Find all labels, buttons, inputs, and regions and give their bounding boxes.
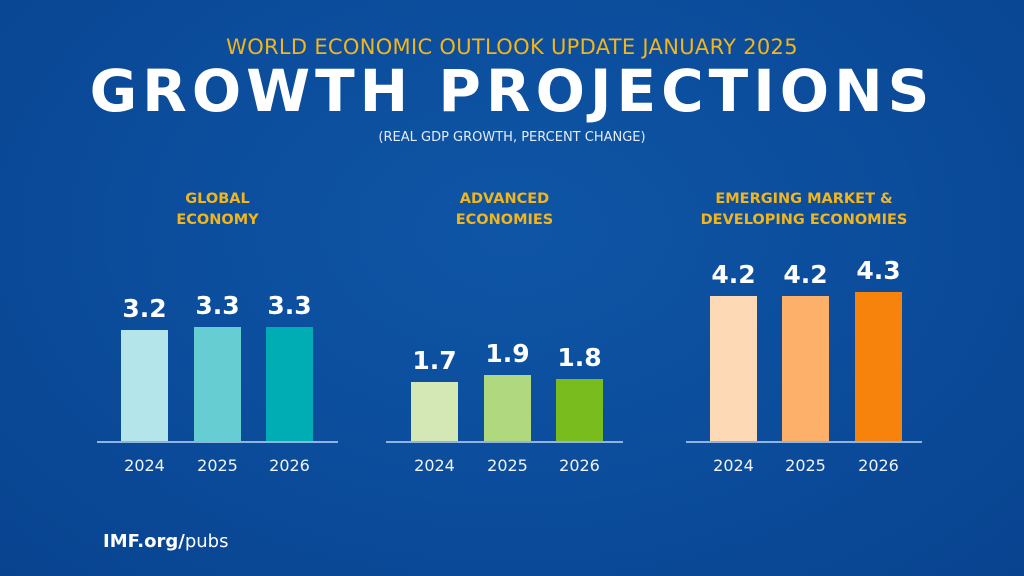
- x-tick-label: 2025: [785, 456, 826, 475]
- bar-2024: [121, 330, 168, 441]
- panel-title: EMERGING MARKET & DEVELOPING ECONOMIES: [674, 189, 934, 231]
- x-tick-label: 2025: [197, 456, 238, 475]
- bar-2024: [710, 295, 757, 441]
- x-tick-label: 2026: [269, 456, 310, 475]
- page-title: GROWTH PROJECTIONS: [89, 57, 935, 125]
- data-label: 4.3: [856, 256, 901, 286]
- footer-domain: IMF.org/: [103, 531, 185, 552]
- supertitle: WORLD ECONOMIC OUTLOOK UPDATE JANUARY 20…: [226, 35, 798, 59]
- bar-2025: [782, 295, 829, 441]
- data-label: 3.3: [267, 290, 312, 320]
- data-label: 1.7: [412, 346, 457, 376]
- footer-link[interactable]: IMF.org/pubs: [103, 531, 228, 552]
- panel-title-line: GLOBAL: [185, 191, 250, 207]
- baseline: [97, 441, 338, 443]
- x-tick-label: 2026: [559, 456, 600, 475]
- baseline: [386, 441, 623, 443]
- x-tick-label: 2024: [124, 456, 165, 475]
- bar-2024: [411, 382, 458, 441]
- footer-path: pubs: [184, 531, 229, 552]
- panel-title: ADVANCED ECONOMIES: [375, 189, 635, 231]
- panel-title-line: ECONOMY: [176, 212, 259, 228]
- data-label: 1.8: [557, 342, 602, 372]
- bar-2025: [484, 375, 531, 441]
- bar-2026: [266, 326, 313, 441]
- panel-title-line: DEVELOPING ECONOMIES: [700, 212, 908, 228]
- panel-title-line: ECONOMIES: [455, 212, 554, 228]
- panel-title: GLOBAL ECONOMY: [88, 189, 348, 231]
- x-tick-label: 2025: [487, 456, 528, 475]
- data-label: 3.2: [122, 294, 167, 324]
- bar-2025: [194, 326, 241, 441]
- data-label: 4.2: [711, 259, 756, 289]
- bar-2026: [855, 292, 902, 441]
- data-label: 4.2: [783, 259, 828, 289]
- x-tick-label: 2024: [414, 456, 455, 475]
- panel-title-line: ADVANCED: [459, 191, 550, 207]
- panel-title-line: EMERGING MARKET &: [715, 191, 893, 207]
- data-label: 1.9: [485, 339, 530, 369]
- subtitle: (REAL GDP GROWTH, PERCENT CHANGE): [378, 130, 646, 145]
- x-tick-label: 2026: [858, 456, 899, 475]
- bar-2026: [556, 378, 603, 441]
- baseline: [686, 441, 922, 443]
- x-tick-label: 2024: [713, 456, 754, 475]
- data-label: 3.3: [195, 290, 240, 320]
